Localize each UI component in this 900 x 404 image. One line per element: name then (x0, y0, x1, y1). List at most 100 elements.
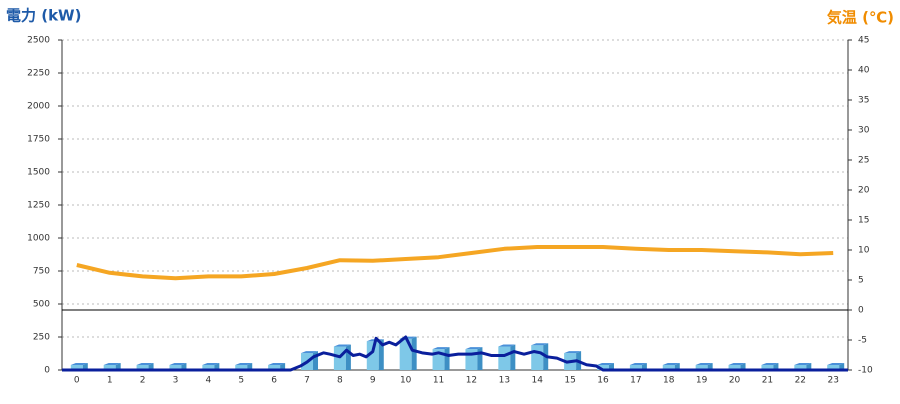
bar-top (70, 363, 88, 365)
bar-side (608, 363, 614, 370)
x-tick-label: 10 (400, 376, 412, 386)
bar-top (662, 363, 680, 365)
bar-top (695, 363, 713, 365)
bar (596, 365, 609, 370)
bar (728, 365, 741, 370)
y2-title: 気温 (℃) (827, 9, 894, 27)
bar-side (806, 363, 812, 370)
y-tick-label: 2000 (27, 102, 50, 112)
bar (70, 365, 83, 370)
bar-top (301, 351, 319, 354)
bar (268, 365, 281, 370)
bar-top (268, 363, 286, 365)
y-tick-label: 1000 (27, 234, 50, 244)
bar (662, 365, 675, 370)
y2-tick-label: 15 (858, 216, 869, 226)
y-tick-label: 250 (33, 333, 50, 343)
x-tick-label: 13 (499, 376, 510, 386)
y2-tick-label: 20 (858, 186, 870, 196)
y2-tick-label: -5 (858, 336, 867, 346)
x-tick-label: 21 (762, 376, 773, 386)
x-tick-label: 11 (433, 376, 444, 386)
y-tick-label: 500 (33, 300, 50, 310)
bar-top (235, 363, 253, 365)
bar-top (629, 363, 647, 365)
y-tick-label: 1250 (27, 201, 50, 211)
bar (498, 346, 511, 370)
bar-side (773, 363, 779, 370)
x-tick-label: 12 (466, 376, 477, 386)
bar-top (136, 363, 154, 365)
x-tick-label: 19 (696, 376, 708, 386)
bar-top (827, 363, 845, 365)
y-tick-label: 0 (44, 366, 50, 376)
bar-top (103, 363, 121, 365)
bar-top (531, 343, 549, 346)
x-tick-label: 15 (564, 376, 575, 386)
x-tick-label: 8 (337, 376, 343, 386)
bar-side (444, 347, 450, 370)
bar-top (432, 347, 450, 350)
bar-side (510, 344, 516, 370)
bar-side (148, 363, 154, 370)
x-tick-label: 22 (795, 376, 806, 386)
bar-top (728, 363, 746, 365)
x-tick-label: 7 (304, 376, 310, 386)
bar (761, 365, 774, 370)
bar-top (794, 363, 812, 365)
x-tick-label: 16 (597, 376, 609, 386)
y2-tick-label: 10 (858, 246, 870, 256)
x-tick-label: 5 (238, 376, 244, 386)
bar-top (498, 344, 516, 347)
x-tick-label: 4 (205, 376, 211, 386)
bar (794, 365, 807, 370)
y2-tick-label: 25 (858, 156, 869, 166)
bar-side (247, 363, 253, 370)
y-tick-label: 2250 (27, 69, 50, 79)
bar-side (839, 363, 845, 370)
x-tick-label: 18 (663, 376, 675, 386)
bar-side (477, 347, 483, 370)
bar-top (596, 363, 614, 365)
line (62, 335, 848, 372)
y2-tick-label: -10 (858, 366, 873, 376)
bar (169, 365, 182, 370)
bar (103, 365, 116, 370)
bar (235, 365, 248, 370)
bar-top (465, 347, 483, 350)
line (76, 245, 834, 281)
y2-tick-label: 30 (858, 126, 870, 136)
x-tick-label: 14 (531, 376, 543, 386)
y-tick-label: 2500 (27, 36, 50, 46)
y-tick-label: 1500 (27, 168, 50, 178)
chart-title: 電力 (kW) (6, 7, 81, 25)
bar (629, 365, 642, 370)
bar (695, 365, 708, 370)
bar (202, 365, 215, 370)
bar-side (641, 363, 647, 370)
bar-side (740, 363, 746, 370)
bar (531, 345, 544, 370)
x-tick-label: 9 (370, 376, 376, 386)
bar-side (115, 363, 121, 370)
bar-side (214, 363, 220, 370)
bar-side (280, 363, 286, 370)
y2-tick-label: 0 (858, 306, 864, 316)
x-tick-label: 17 (630, 376, 641, 386)
y2-tick-label: 35 (858, 96, 869, 106)
x-tick-label: 3 (173, 376, 179, 386)
bar (136, 365, 149, 370)
y-tick-label: 1750 (27, 135, 50, 145)
x-tick-label: 0 (74, 376, 80, 386)
y-tick-label: 750 (33, 267, 50, 277)
y2-tick-label: 45 (858, 36, 869, 46)
bar-side (674, 363, 680, 370)
x-tick-label: 23 (827, 376, 838, 386)
bar-side (707, 363, 713, 370)
x-tick-label: 1 (107, 376, 113, 386)
bar-top (169, 363, 187, 365)
bar (399, 338, 412, 370)
bar (827, 365, 840, 370)
bar (366, 341, 379, 370)
